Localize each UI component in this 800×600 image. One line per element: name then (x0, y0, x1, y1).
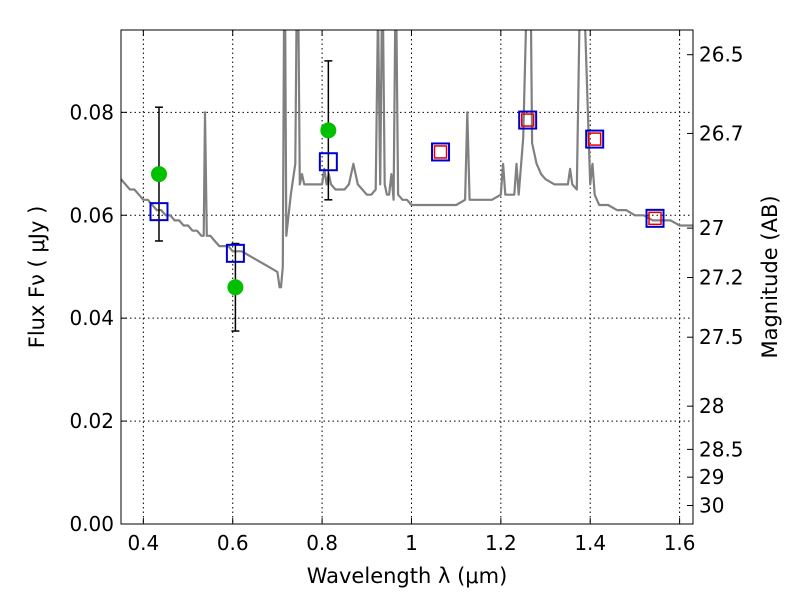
y-tick-label: 0.06 (69, 203, 114, 227)
model-point (585, 129, 605, 149)
y2-tick-label: 28.5 (699, 437, 744, 461)
model-point (431, 142, 451, 162)
predicted-point (520, 113, 535, 127)
plot-frame (120, 29, 694, 525)
predicted-point (587, 132, 602, 146)
y2-tick-label: 26.7 (699, 121, 744, 145)
observed-point (320, 122, 337, 139)
x-tick-label: 1.2 (485, 531, 517, 555)
y2-tick-label: 27.5 (699, 325, 744, 349)
observed-point (150, 166, 167, 183)
y-tick-label: 0.02 (69, 409, 114, 433)
y2-tick-label: 28 (699, 394, 724, 418)
model-point (518, 110, 538, 130)
x-tick-label: 0.4 (127, 531, 159, 555)
plot-area (121, 30, 693, 289)
y-tick-label: 0.08 (69, 100, 114, 124)
x-axis-label: Wavelength λ (μm) (307, 564, 508, 588)
model-spectrum-line (121, 30, 693, 289)
y2-tick-label: 30 (699, 493, 724, 517)
y2-tick-label: 27 (699, 216, 724, 240)
plot-background (121, 30, 693, 524)
ticks: 0.4 0.6 0.8 1 1.2 1.4 1.6 0.00 0.02 0.04 0.06 0.08 2… (69, 30, 744, 555)
observed-point (227, 279, 244, 296)
x-tick-label: 1 (405, 531, 418, 555)
y2-tick-label: 27.2 (699, 266, 744, 290)
y2-tick-label: 29 (699, 465, 724, 489)
x-tick-label: 0.6 (217, 531, 249, 555)
y-tick-label: 0.04 (69, 306, 114, 330)
y-tick-label: 0.00 (69, 512, 114, 536)
markers (149, 60, 665, 332)
y2-axis-label: Magnitude (AB) (758, 195, 782, 358)
model-point (645, 208, 665, 228)
model-point (149, 202, 169, 222)
x-tick-label: 1.6 (664, 531, 696, 555)
predicted-point (433, 145, 448, 159)
y-axis-label: Flux Fν ( μJy ) (25, 206, 49, 349)
predicted-point (648, 211, 662, 226)
x-tick-label: 0.8 (306, 531, 338, 555)
model-point (225, 243, 245, 263)
grid (121, 30, 693, 524)
x-tick-label: 1.4 (574, 531, 606, 555)
y2-tick-label: 26.5 (699, 43, 744, 67)
model-point (318, 152, 338, 172)
